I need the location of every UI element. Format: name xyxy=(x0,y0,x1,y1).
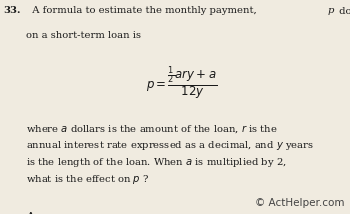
Text: dollars,: dollars, xyxy=(336,6,350,15)
Text: A.: A. xyxy=(26,212,37,214)
Text: $p$ is divided by 6: $p$ is divided by 6 xyxy=(44,212,128,214)
Text: © ActHelper.com: © ActHelper.com xyxy=(255,198,345,208)
Text: p: p xyxy=(328,6,334,15)
Text: 33.: 33. xyxy=(4,6,21,15)
Text: where $a$ dollars is the amount of the loan, $r$ is the
annual interest rate exp: where $a$ dollars is the amount of the l… xyxy=(26,123,314,186)
Text: $p = \dfrac{\frac{1}{2}ary + a}{12y}$: $p = \dfrac{\frac{1}{2}ary + a}{12y}$ xyxy=(146,64,218,102)
Text: on a short-term loan is: on a short-term loan is xyxy=(26,31,141,40)
Text: A formula to estimate the monthly payment,: A formula to estimate the monthly paymen… xyxy=(26,6,260,15)
